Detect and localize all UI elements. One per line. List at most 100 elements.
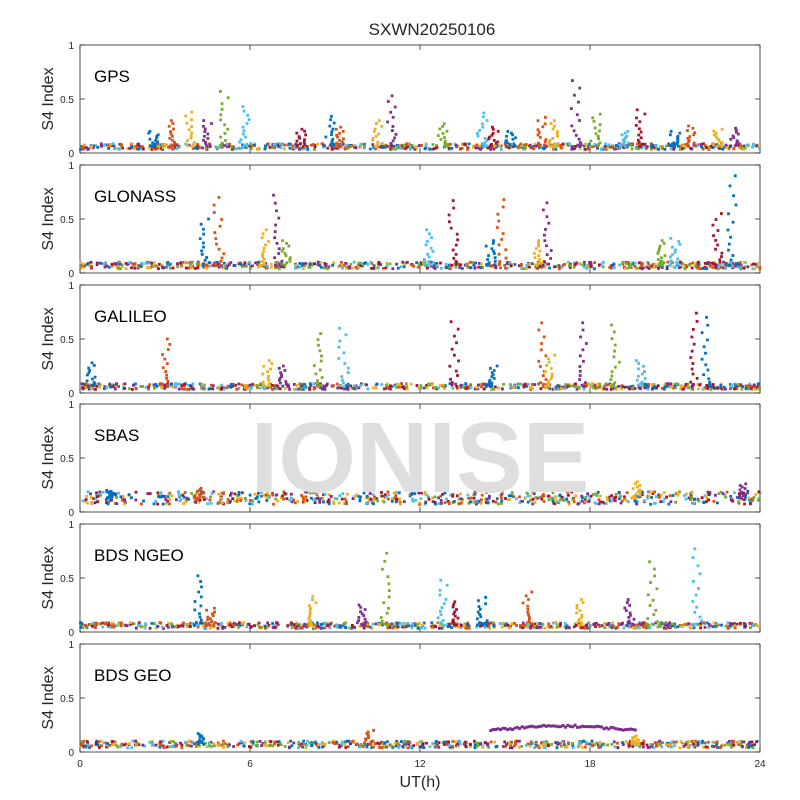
data-point [276, 499, 280, 503]
data-point [749, 502, 752, 505]
spike-point [192, 143, 196, 146]
data-point [739, 383, 743, 387]
spike-point [268, 384, 271, 388]
data-point [327, 623, 331, 627]
spike-point [445, 129, 449, 133]
data-point [384, 745, 388, 749]
spike-point [172, 127, 175, 131]
data-point [689, 626, 692, 630]
spike-point [514, 136, 517, 140]
data-point [486, 501, 490, 505]
data-point [548, 382, 552, 386]
data-point [115, 382, 119, 386]
data-point [505, 743, 508, 746]
spike-point [169, 130, 172, 133]
spike-point [212, 203, 216, 207]
data-point [614, 499, 617, 503]
spike-point [198, 495, 202, 499]
spike-point [262, 258, 266, 261]
spike-point [204, 140, 207, 144]
data-point [417, 501, 421, 505]
data-point [693, 745, 697, 749]
data-point [665, 265, 669, 269]
data-point [648, 626, 652, 629]
data-point [531, 490, 534, 494]
data-point [421, 745, 424, 749]
spike-point [594, 132, 598, 136]
data-point [627, 625, 631, 629]
spike-point [431, 250, 435, 253]
data-point [742, 266, 746, 270]
spike-point [537, 242, 540, 245]
data-point [752, 383, 756, 387]
spike-point [220, 218, 224, 221]
data-point [318, 385, 322, 389]
data-point [148, 260, 152, 264]
spike-point [634, 482, 637, 485]
data-point [223, 626, 227, 629]
data-point [246, 386, 250, 390]
data-point [415, 741, 419, 745]
data-point [193, 267, 197, 270]
data-point [137, 147, 141, 151]
data-point [649, 142, 653, 146]
data-point [198, 744, 201, 748]
data-point [490, 387, 493, 390]
data-point [248, 261, 252, 264]
data-point [692, 742, 695, 746]
data-point [568, 626, 571, 630]
data-point [386, 497, 390, 501]
spike-point [338, 139, 341, 142]
spike-point [93, 375, 97, 379]
spike-point [328, 124, 332, 128]
data-point [493, 143, 497, 147]
data-point [500, 496, 503, 500]
spike-point [677, 240, 681, 243]
data-point [419, 497, 423, 501]
data-point [707, 623, 711, 626]
spike-point [301, 145, 305, 148]
data-point [738, 266, 742, 270]
data-point [747, 384, 751, 388]
spike-point [330, 145, 334, 148]
spike-point [731, 254, 735, 257]
data-point [211, 490, 215, 494]
data-point [114, 146, 118, 150]
data-point [251, 742, 255, 746]
data-point [681, 144, 685, 148]
data-point [298, 382, 302, 386]
spike-point [223, 132, 227, 135]
data-point [80, 622, 84, 625]
spike-point [544, 138, 548, 141]
spike-point [476, 617, 479, 621]
spike-point [544, 384, 548, 388]
y-tick-label: 0.5 [60, 95, 74, 106]
data-point [451, 387, 455, 390]
data-point [585, 147, 589, 151]
data-point [340, 265, 344, 269]
data-point [327, 500, 330, 504]
data-point [617, 142, 621, 145]
spike-point [534, 247, 538, 251]
spike-point [485, 264, 489, 267]
data-point [702, 745, 705, 749]
data-point [657, 267, 660, 270]
spike-point [168, 343, 172, 346]
data-point [532, 147, 535, 151]
data-point [402, 500, 406, 504]
spike-point [648, 560, 651, 564]
spike-point [550, 372, 554, 376]
spike-point [578, 365, 582, 368]
data-point [305, 743, 309, 747]
spike-point [547, 140, 551, 144]
data-point [384, 266, 388, 270]
data-point [491, 499, 495, 503]
spike-point [166, 379, 170, 383]
data-point [318, 264, 322, 267]
data-point [338, 494, 342, 497]
data-point [492, 147, 496, 151]
data-point [264, 266, 268, 270]
data-point [724, 267, 727, 270]
data-point [587, 142, 591, 146]
data-point [134, 626, 138, 630]
